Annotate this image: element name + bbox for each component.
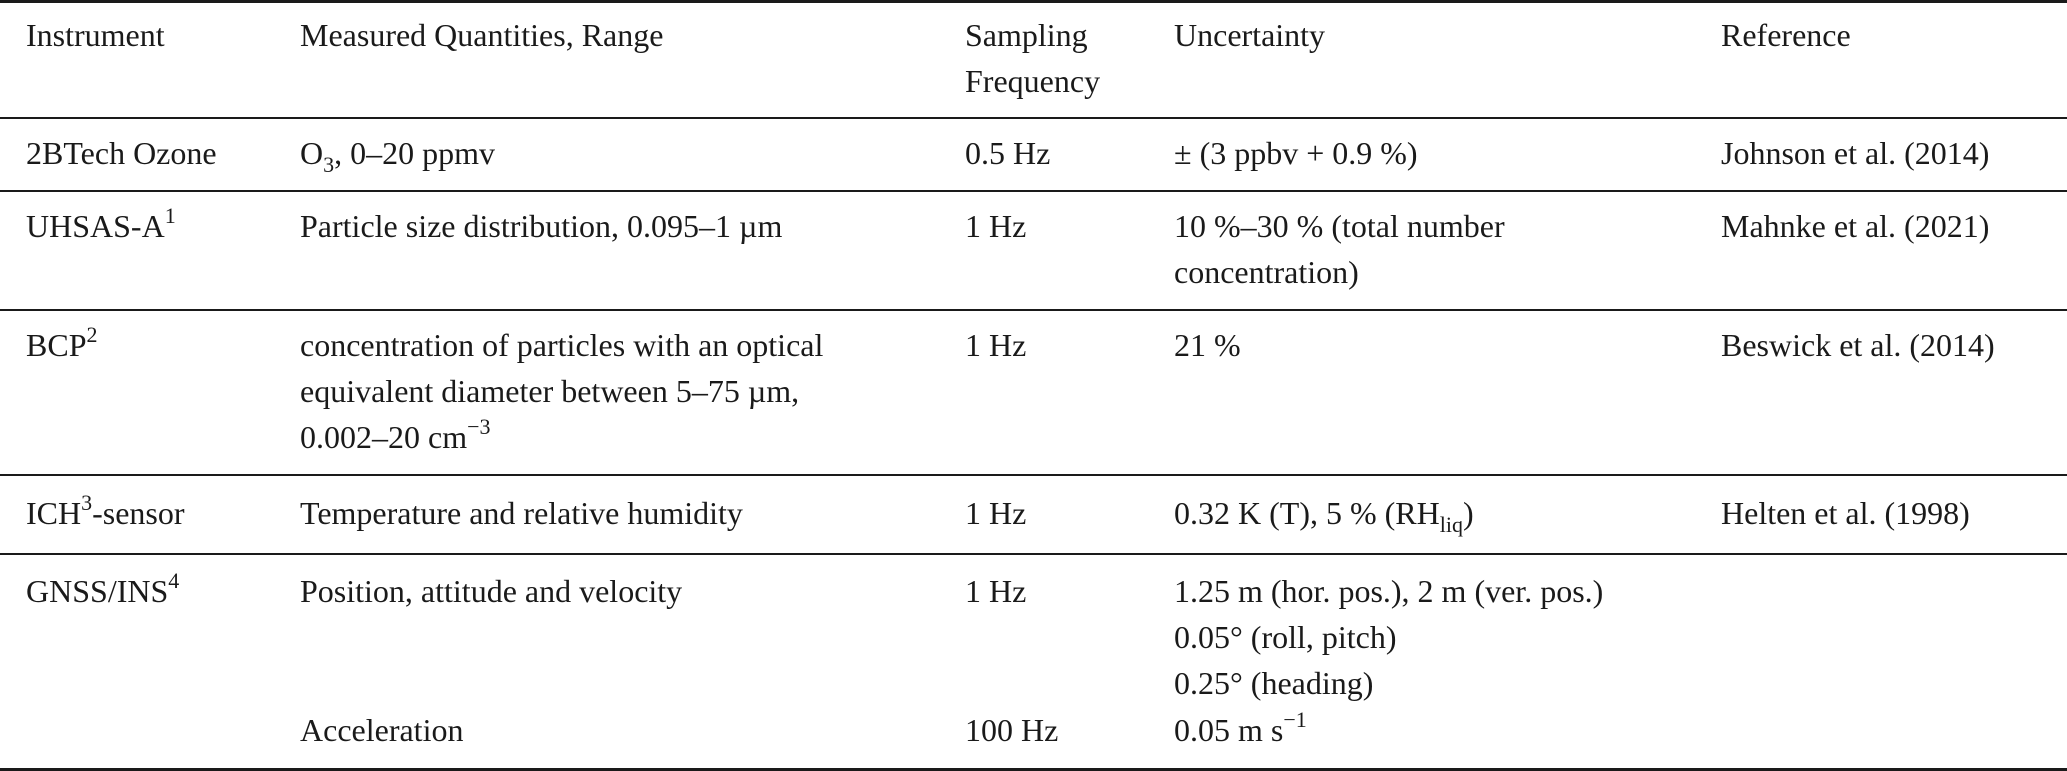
row-rule <box>0 553 2067 555</box>
row5-uncertainty: 1.25 m (hor. pos.), 2 m (ver. pos.) 0.05… <box>1174 568 1603 706</box>
row1-quantities-species: O <box>300 135 324 171</box>
row3-quantities-line3: 0.002–20 cm−3 <box>300 414 823 460</box>
row5-uncertainty-line1: 1.25 m (hor. pos.), 2 m (ver. pos.) <box>1174 573 1604 609</box>
header-instrument: Instrument <box>26 17 165 53</box>
row2-reference: Mahnke et al. (2021) <box>1721 208 1990 244</box>
row-rule <box>0 309 2067 311</box>
row6-uncertainty: 0.05 m s−1 <box>1174 707 1307 753</box>
row2-instrument-name: UHSAS-A <box>26 208 165 244</box>
row4-uncertainty-main: 0.32 K (T), 5 % (RH <box>1174 495 1440 531</box>
row2-sampling: 1 Hz <box>965 208 1027 244</box>
row3-quantities-line2: equivalent diameter between 5–75 µm, <box>300 373 800 409</box>
table-bottom-rule <box>0 768 2067 771</box>
row6-sampling: 100 Hz <box>965 712 1059 748</box>
header-sampling-line2: Frequency <box>965 63 1101 99</box>
row2-uncertainty-line2: concentration) <box>1174 254 1359 290</box>
table-top-rule <box>0 0 2067 3</box>
row6-uncertainty-value: 0.05 m s <box>1174 712 1284 748</box>
row5-uncertainty-line2: 0.05° (roll, pitch) <box>1174 619 1397 655</box>
row3-sampling: 1 Hz <box>965 327 1027 363</box>
row3-quantities: concentration of particles with an optic… <box>300 322 823 460</box>
row1-reference: Johnson et al. (2014) <box>1721 135 1990 171</box>
row3-quantities-exponent: −3 <box>467 414 491 439</box>
row1-uncertainty: ± (3 ppbv + 0.9 %) <box>1174 135 1418 171</box>
row4-reference: Helten et al. (1998) <box>1721 495 1970 531</box>
row2-uncertainty-line1: 10 %–30 % (total number <box>1174 208 1505 244</box>
row1-quantities-range: , 0–20 ppmv <box>334 135 495 171</box>
row4-uncertainty-subscript: liq <box>1439 512 1463 537</box>
header-sampling: Sampling Frequency <box>965 12 1100 104</box>
row4-quantities: Temperature and relative humidity <box>300 495 743 531</box>
row-rule <box>0 474 2067 476</box>
header-reference: Reference <box>1721 17 1851 53</box>
header-rule <box>0 117 2067 119</box>
row1-quantities-subscript: 3 <box>323 152 335 177</box>
row-rule <box>0 190 2067 192</box>
row3-instrument-name: BCP <box>26 327 87 363</box>
row5-instrument: GNSS/INS4 <box>26 568 179 614</box>
row1-instrument: 2BTech Ozone <box>26 135 217 171</box>
row2-footnote-mark: 1 <box>164 203 176 228</box>
row4-footnote-mark: 3 <box>81 490 93 515</box>
row4-uncertainty-close: ) <box>1462 495 1474 531</box>
row4-sampling: 1 Hz <box>965 495 1027 531</box>
row4-instrument-name: ICH <box>26 495 82 531</box>
row5-uncertainty-line3: 0.25° (heading) <box>1174 665 1374 701</box>
row6-uncertainty-exponent: −1 <box>1283 707 1307 732</box>
row2-instrument: UHSAS-A1 <box>26 203 176 249</box>
row3-footnote-mark: 2 <box>86 322 98 347</box>
header-uncertainty: Uncertainty <box>1174 17 1326 53</box>
header-quantities: Measured Quantities, Range <box>300 17 664 53</box>
row3-quantities-line1: concentration of particles with an optic… <box>300 327 824 363</box>
row5-quantities: Position, attitude and velocity <box>300 573 683 609</box>
row1-quantities: O3, 0–20 ppmv <box>300 130 495 176</box>
row6-quantities: Acceleration <box>300 712 464 748</box>
row2-uncertainty: 10 %–30 % (total number concentration) <box>1174 203 1505 295</box>
row4-uncertainty: 0.32 K (T), 5 % (RHliq) <box>1174 490 1474 536</box>
row5-footnote-mark: 4 <box>168 568 180 593</box>
row2-quantities: Particle size distribution, 0.095–1 µm <box>300 208 783 244</box>
row3-instrument: BCP2 <box>26 322 97 368</box>
row4-instrument: ICH3-sensor <box>26 490 185 536</box>
row5-sampling: 1 Hz <box>965 573 1027 609</box>
row4-instrument-suffix: -sensor <box>92 495 185 531</box>
row1-sampling: 0.5 Hz <box>965 135 1051 171</box>
row3-uncertainty: 21 % <box>1174 327 1241 363</box>
row3-reference: Beswick et al. (2014) <box>1721 327 1995 363</box>
row5-instrument-name: GNSS/INS <box>26 573 169 609</box>
header-sampling-line1: Sampling <box>965 17 1088 53</box>
row3-quantities-range: 0.002–20 cm <box>300 419 468 455</box>
